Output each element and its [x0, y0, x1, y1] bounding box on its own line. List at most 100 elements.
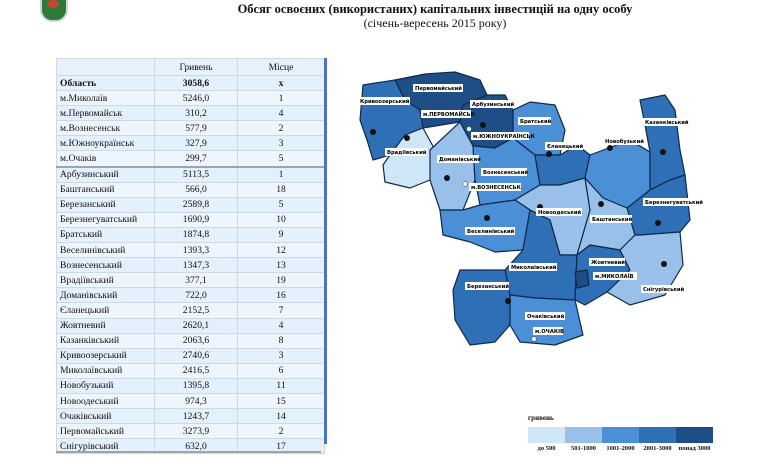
header-cell-uah: Гривень — [154, 58, 238, 76]
label-zhovtnevyi: Жовтневий — [589, 258, 625, 266]
cell-uah: 1690,9 — [154, 211, 238, 228]
svg-text:м.ВОЗНЕСЕНСЬК: м.ВОЗНЕСЕНСЬК — [471, 185, 522, 191]
cell-name: Врадіївський — [56, 272, 155, 289]
table-row: Березанський 2589,8 5 — [56, 196, 325, 213]
svg-text:м.ПЕРВОМАЙСЬК: м.ПЕРВОМАЙСЬК — [423, 110, 476, 118]
legend-swatch — [639, 427, 676, 443]
cell-name: Березанський — [56, 196, 155, 213]
table-row: м.Вознесенськ 577,9 2 — [56, 120, 325, 137]
table-row: Врадіївський 377,1 19 — [56, 272, 325, 289]
cell-uah: 3273,9 — [154, 423, 238, 440]
center-dot-icon — [655, 220, 661, 226]
label-kryvoozerskyi: Кривоозерський — [358, 97, 410, 105]
svg-text:Доманівський: Доманівський — [439, 156, 481, 163]
cell-name: Казанківський — [56, 332, 155, 349]
center-dot-icon — [505, 298, 511, 304]
cell-rank: 1 — [237, 90, 325, 107]
cell-name: Доманівський — [56, 287, 155, 304]
table-row: Первомайський 3273,9 2 — [56, 423, 325, 440]
center-dot-icon — [444, 175, 450, 181]
cell-rank: 18 — [237, 181, 325, 198]
svg-text:Братський: Братський — [520, 118, 552, 125]
cell-uah: 566,0 — [154, 181, 238, 198]
bottom-rule — [56, 451, 321, 453]
legend-swatch — [528, 427, 565, 443]
cell-uah: 1395,8 — [154, 377, 238, 394]
cell-uah: 2152,5 — [154, 302, 238, 319]
cell-uah: 5113,5 — [154, 165, 238, 183]
center-dot-icon — [480, 122, 486, 128]
cell-rank: 8 — [237, 332, 325, 349]
legend-label: понад 3000 — [678, 445, 711, 452]
cell-rank: 17 — [237, 438, 325, 455]
cell-uah: 2740,6 — [154, 347, 238, 364]
cell-rank: 6 — [237, 362, 325, 379]
table-row: м.Южноукраїнськ 327,9 3 — [56, 135, 325, 152]
svg-text:м.МИКОЛАЇВ: м.МИКОЛАЇВ — [595, 273, 634, 280]
table-row: м.Первомайськ 310,2 4 — [56, 105, 325, 122]
center-dot-icon — [661, 261, 667, 267]
label-voznesenskyi: Вознесенський — [481, 168, 528, 176]
svg-text:Березнегуватський: Березнегуватський — [645, 199, 703, 206]
center-dot-icon — [660, 149, 666, 155]
svg-text:Миколаївський: Миколаївський — [511, 264, 557, 271]
label-arbuzynskyi: Арбузинський — [470, 100, 516, 108]
cell-uah: 974,3 — [154, 392, 238, 410]
label-bereznehuvatskyi: Березнегуватський — [643, 198, 703, 206]
cell-name: м.Южноукраїнськ — [56, 135, 155, 152]
svg-text:Арбузинський: Арбузинський — [472, 101, 514, 108]
cell-rank: 15 — [237, 392, 325, 410]
table-row: Кривоозерський 2740,6 3 — [56, 347, 325, 364]
city-dot-icon — [466, 126, 472, 132]
svg-text:Снігурівський: Снігурівський — [643, 286, 685, 293]
emblem-icon — [40, 0, 68, 22]
legend-label: 2001-3000 — [643, 445, 672, 452]
cell-rank: 7 — [237, 302, 325, 319]
center-dot-icon — [598, 201, 604, 207]
center-dot-icon — [404, 135, 410, 141]
table-row: Єланецький 2152,5 7 — [56, 302, 325, 319]
center-dot-icon — [546, 151, 552, 157]
cell-rank: 13 — [237, 257, 325, 274]
cell-name: Кривоозерський — [56, 347, 155, 364]
label-kazankivskyi: Казанківський — [643, 118, 689, 126]
svg-text:Казанківський: Казанківський — [645, 119, 689, 126]
svg-text:Вознесенський: Вознесенський — [483, 169, 528, 176]
svg-text:Єланецький: Єланецький — [547, 143, 583, 150]
city-mykolaiv — [574, 269, 590, 289]
city-dot-icon — [531, 336, 537, 342]
svg-text:Березанський: Березанський — [467, 283, 509, 290]
cell-name: Миколаївський — [56, 362, 155, 379]
table-row: Миколаївський 2416,5 6 — [56, 362, 325, 379]
cell-name: Жовтневий — [56, 317, 155, 334]
svg-text:Баштанський: Баштанський — [592, 216, 633, 223]
table-row: Вознесенський 1347,3 13 — [56, 257, 325, 274]
cell-name: Єланецький — [56, 302, 155, 319]
cell-uah: 2620,1 — [154, 317, 238, 334]
cell-rank: 2 — [237, 423, 325, 440]
label-bratskyi: Братський — [518, 117, 552, 125]
cell-uah: 1243,7 — [154, 408, 238, 425]
legend-swatch — [565, 427, 602, 443]
label-m-voznesensk: м.ВОЗНЕСЕНСЬК — [469, 183, 522, 191]
label-berezanskyi: Березанський — [465, 282, 509, 290]
cell-uah: 2416,5 — [154, 362, 238, 379]
cell-name: Веселинівський — [56, 242, 155, 259]
cell-uah: 632,0 — [154, 438, 238, 455]
legend-swatch — [676, 427, 713, 443]
cell-rank: 1 — [237, 165, 325, 183]
cell-name: Новобузький — [56, 377, 155, 394]
svg-text:Новоодеський: Новоодеський — [538, 209, 582, 216]
label-mykolaivskyi: Миколаївський — [509, 263, 557, 271]
table-row: Снігурівський 632,0 17 — [56, 438, 325, 455]
cell-name: м.Первомайськ — [56, 105, 155, 122]
svg-text:Очаківський: Очаківський — [527, 313, 565, 320]
label-bashtanskyi: Баштанський — [590, 215, 633, 223]
cell-uah: 2589,8 — [154, 196, 238, 213]
city-dot-icon — [462, 181, 468, 187]
table-row: Баштанський 566,0 18 — [56, 181, 325, 198]
region-map: Первомайський Кривоозерський м.ПЕРВОМАЙС… — [358, 71, 703, 346]
cell-name: Область — [56, 74, 155, 92]
divider-bar — [324, 58, 327, 444]
cell-uah: 577,9 — [154, 120, 238, 137]
